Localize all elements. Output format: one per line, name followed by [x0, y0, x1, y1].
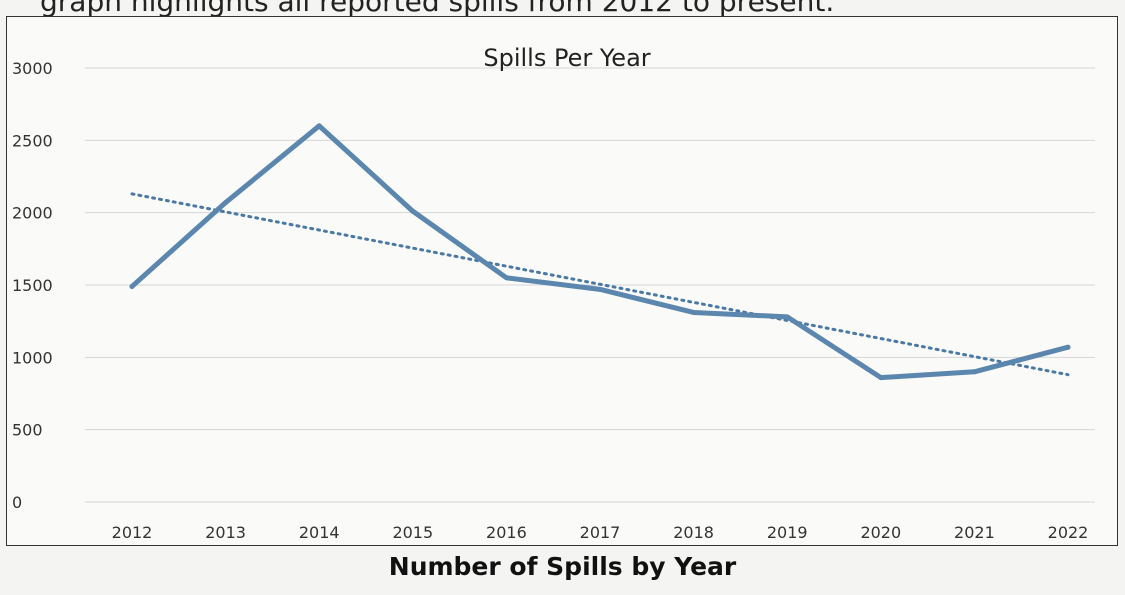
x-axis-ticks: 2012 2013 2014 2015 2016 2017 2018 2019 2020 2021… [112, 523, 1089, 542]
chart-frame [6, 16, 1118, 546]
y-axis-ticks: 0 500 1000 1500 2000 2500 3000 [12, 59, 53, 512]
x-tick-label: 2018 [673, 523, 714, 542]
x-tick-label: 2016 [486, 523, 527, 542]
data-point [410, 208, 416, 214]
chart-caption: Number of Spills by Year [388, 552, 737, 581]
data-point [784, 314, 790, 320]
x-tick-label: 2017 [580, 523, 621, 542]
x-tick-label: 2019 [767, 523, 808, 542]
y-tick-label: 500 [12, 421, 43, 440]
series-layer [129, 123, 1071, 381]
data-point [878, 375, 884, 381]
trendline-layer [130, 192, 1070, 377]
y-tick-label: 2500 [12, 131, 53, 150]
y-tick-label: 1500 [12, 276, 53, 295]
data-point [129, 283, 135, 289]
x-tick-label: 2022 [1048, 523, 1089, 542]
y-tick-label: 2000 [12, 204, 53, 223]
x-tick-label: 2021 [954, 523, 995, 542]
x-tick-label: 2013 [205, 523, 246, 542]
x-tick-label: 2012 [112, 523, 153, 542]
x-tick-label: 2015 [392, 523, 433, 542]
data-point [971, 369, 977, 375]
data-point [223, 200, 229, 206]
y-tick-label: 1000 [12, 348, 53, 367]
gridlines [85, 67, 1095, 503]
data-point [597, 286, 603, 292]
chart-title: Spills Per Year [483, 44, 650, 72]
x-tick-label: 2020 [860, 523, 901, 542]
data-point [316, 123, 322, 129]
x-tick-label: 2014 [299, 523, 340, 542]
trendline [130, 192, 1070, 377]
data-point [503, 275, 509, 281]
data-point [1065, 344, 1071, 350]
y-tick-label: 0 [12, 493, 22, 512]
header-text: graph highlights all reported spills fro… [40, 0, 835, 18]
y-tick-label: 3000 [12, 59, 53, 78]
data-point [691, 309, 697, 315]
series-line [129, 123, 1071, 381]
